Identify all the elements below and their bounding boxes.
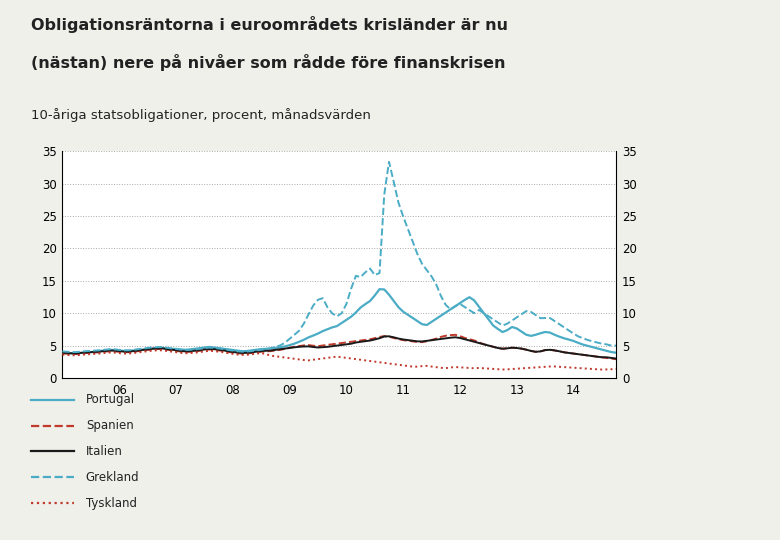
Text: Spanien: Spanien [86, 419, 133, 432]
Text: Grekland: Grekland [86, 471, 140, 484]
Text: Obligationsräntorna i euroområdets krisländer är nu: Obligationsräntorna i euroområdets krisl… [31, 16, 509, 33]
Text: Tyskland: Tyskland [86, 497, 136, 510]
Text: Portugal: Portugal [86, 393, 135, 406]
Text: 10-åriga statsobligationer, procent, månadsvärden: 10-åriga statsobligationer, procent, mån… [31, 108, 371, 122]
Text: Italien: Italien [86, 445, 122, 458]
Text: (nästan) nere på nivåer som rådde före finanskrisen: (nästan) nere på nivåer som rådde före f… [31, 54, 505, 71]
